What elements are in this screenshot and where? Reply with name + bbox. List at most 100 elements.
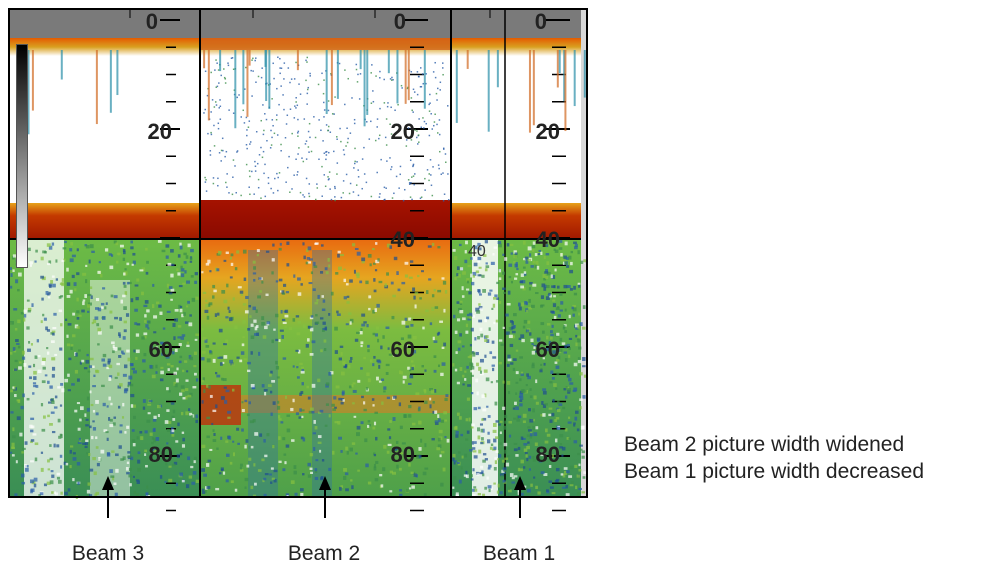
noise-speckle [336,310,339,314]
noise-speckle [459,302,463,305]
noise-speckle [95,297,100,302]
noise-speckle [549,346,553,349]
noise-speckle [217,69,220,71]
noise-speckle [419,67,422,69]
noise-speckle [334,406,337,409]
noise-speckle [524,451,528,455]
noise-speckle [493,296,497,300]
noise-speckle [494,294,498,298]
noise-speckle [475,351,479,356]
noise-speckle [497,483,500,488]
noise-speckle [228,310,231,314]
noise-speckle [495,420,499,423]
noise-speckle [224,82,227,84]
noise-speckle [417,274,420,278]
noise-speckle [179,452,183,456]
noise-speckle [229,461,233,465]
noise-speckle [367,253,372,258]
noise-speckle [495,450,499,454]
noise-speckle [277,56,279,59]
noise-speckle [110,402,113,406]
noise-speckle [470,370,474,373]
noise-speckle [523,448,528,452]
noise-speckle [468,291,472,295]
beam3-arrow [107,486,109,518]
noise-speckle [180,336,185,340]
noise-speckle [168,478,173,483]
noise-speckle [219,105,222,108]
noise-speckle [262,104,264,106]
noise-speckle [109,325,114,329]
noise-speckle [385,371,389,375]
noise-speckle [334,326,338,331]
noise-speckle [340,450,343,453]
noise-speckle [98,456,101,461]
noise-speckle [566,437,570,440]
noise-speckle [14,359,18,363]
noise-speckle [261,384,265,388]
noise-speckle [251,95,253,97]
noise-speckle [399,425,403,430]
noise-speckle [425,309,429,313]
noise-speckle [302,324,306,328]
noise-speckle [343,365,347,368]
noise-speckle [551,492,556,495]
noise-speckle [391,315,395,320]
noise-speckle [372,404,375,407]
noise-speckle [50,332,54,335]
noise-speckle [12,435,16,439]
noise-speckle [559,446,563,449]
noise-speckle [423,127,425,129]
noise-speckle [370,102,373,104]
noise-speckle [113,295,118,299]
noise-speckle [209,448,213,451]
noise-speckle [53,406,58,409]
noise-speckle [375,460,379,464]
noise-speckle [538,460,543,463]
noise-speckle [82,272,87,276]
noise-speckle [287,67,290,69]
noise-speckle [34,355,38,359]
noise-speckle [89,286,93,290]
noise-speckle [54,395,58,399]
noise-speckle [466,278,470,282]
noise-speckle [270,144,273,146]
noise-speckle [336,136,338,138]
noise-speckle [47,380,50,384]
noise-speckle [78,314,82,317]
noise-speckle [91,435,94,440]
noise-speckle [244,444,247,449]
noise-speckle [442,62,444,64]
noise-speckle [527,429,532,432]
noise-speckle [133,349,136,353]
noise-speckle [306,61,308,63]
noise-speckle [153,415,157,419]
noise-speckle [275,360,278,365]
noise-speckle [95,491,100,495]
noise-speckle [39,492,44,496]
noise-speckle [513,254,518,259]
noise-column [90,280,130,497]
noise-speckle [123,271,128,276]
noise-speckle [322,299,326,303]
noise-speckle [375,259,380,264]
noise-speckle [9,451,13,454]
noise-speckle [321,295,324,298]
noise-speckle [427,245,432,248]
noise-speckle [389,470,394,474]
noise-speckle [546,489,549,492]
noise-speckle [87,370,91,373]
noise-speckle [559,433,564,438]
noise-speckle [76,317,80,320]
noise-speckle [566,470,570,474]
noise-speckle [473,441,477,444]
noise-speckle [89,357,94,361]
fish-trace [396,50,399,104]
noise-speckle [530,431,533,435]
noise-speckle [301,368,305,373]
noise-speckle [131,429,135,432]
noise-speckle [563,284,568,289]
noise-speckle [572,307,577,312]
noise-speckle [425,122,427,125]
noise-speckle [81,359,85,363]
